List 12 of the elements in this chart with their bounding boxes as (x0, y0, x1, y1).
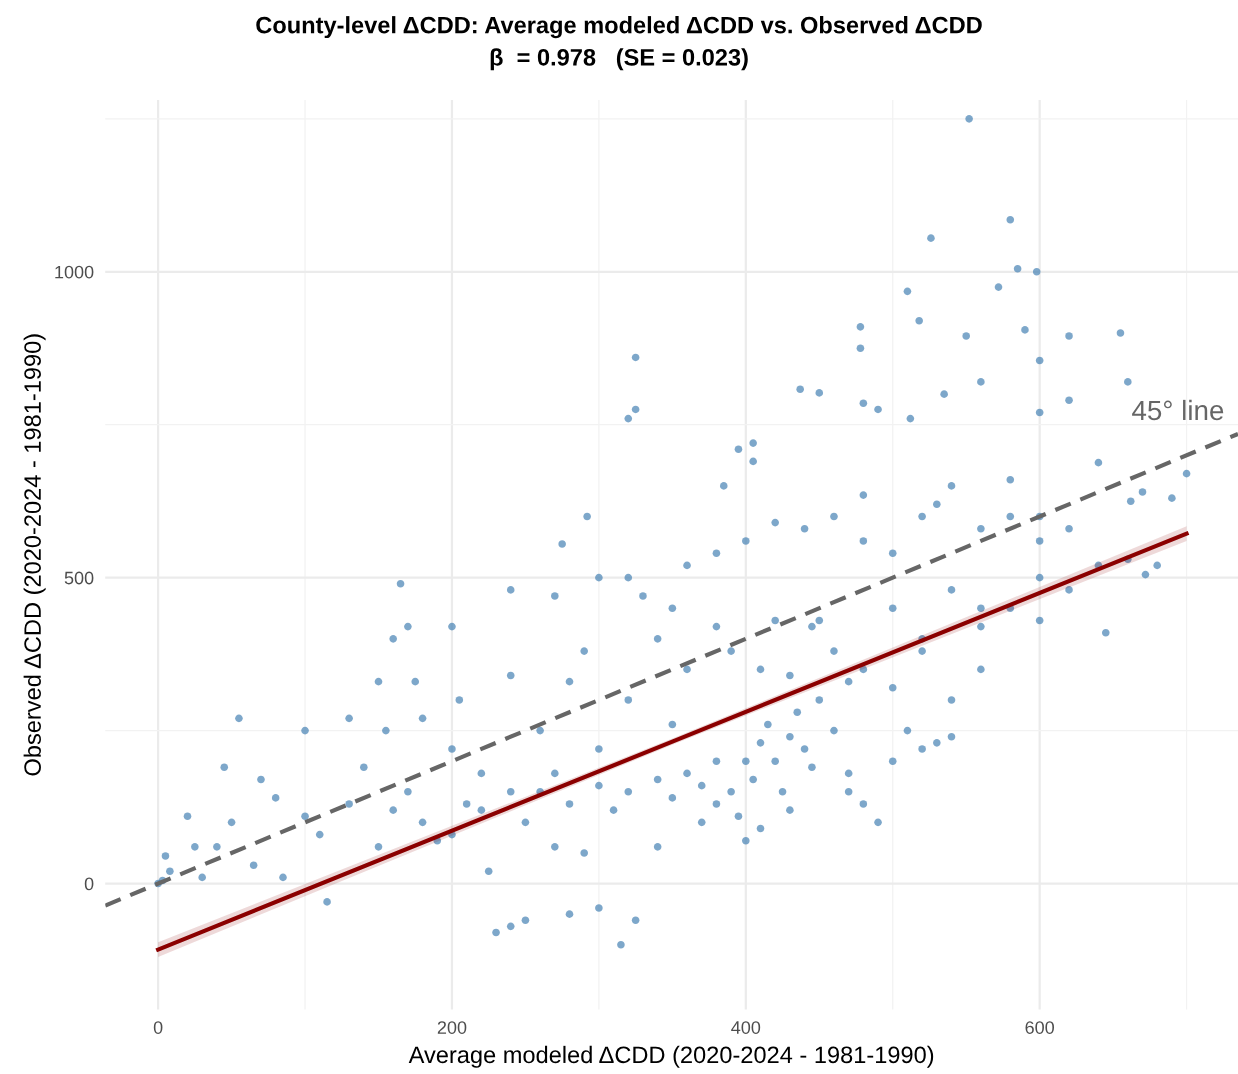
chart-subtitle: β = 0.978 (SE = 0.023) (490, 48, 748, 71)
y-tick-label: 0 (84, 877, 94, 891)
chart-title: County-level ΔCDD: Average modeled ΔCDD vs. Observed ΔCDD (256, 16, 982, 39)
y-axis-title: Observed ΔCDD (2020-2024 - 1981-1990) (23, 334, 46, 776)
y-tick-label: 500 (64, 571, 94, 585)
x-axis-title: Average modeled ΔCDD (2020-2024 - 1981-1990) (408, 1045, 934, 1068)
y-tick-label: 1000 (55, 265, 94, 279)
x-tick-label: 400 (731, 1021, 761, 1034)
annotation: 45° line (1132, 399, 1224, 421)
x-tick-label: 600 (1025, 1021, 1055, 1034)
x-tick-label: 200 (437, 1021, 467, 1034)
x-tick-label: 0 (153, 1021, 163, 1034)
